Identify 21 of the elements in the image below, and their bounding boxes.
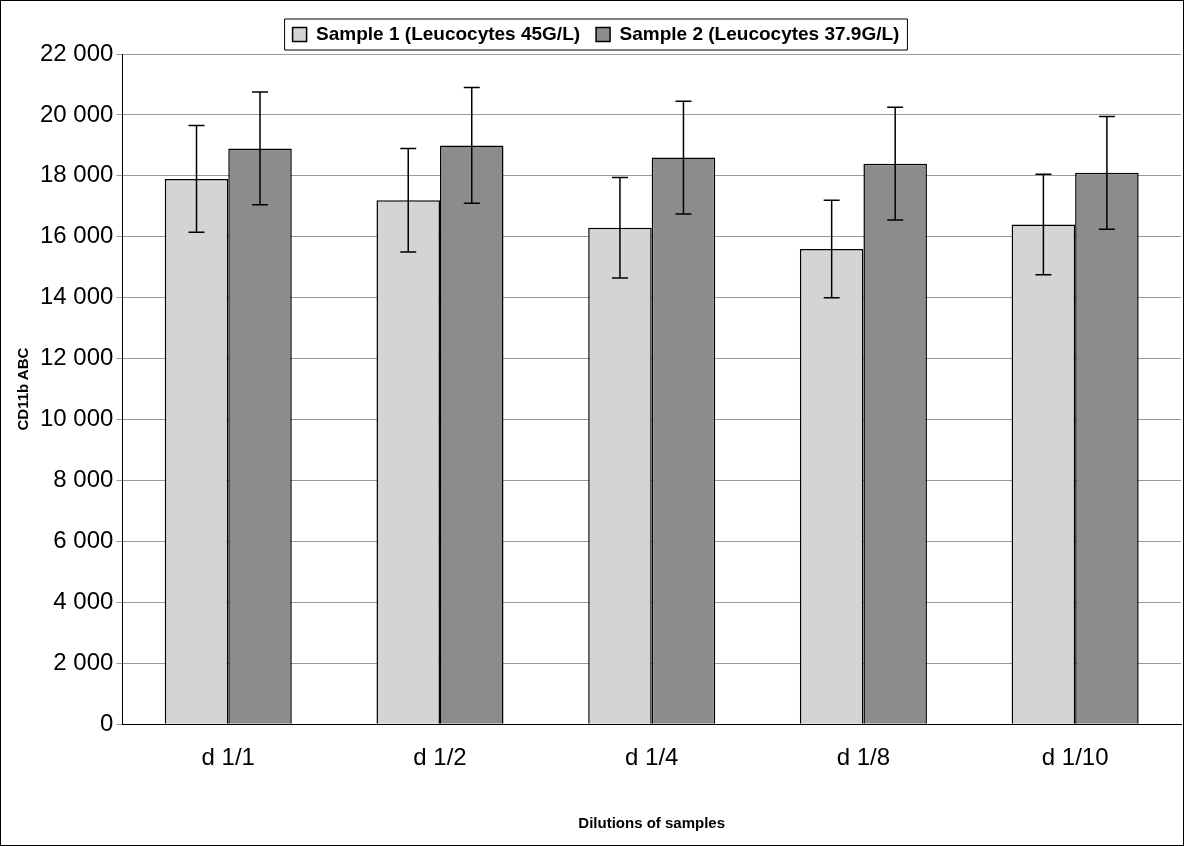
x-tick-label: d 1/8 (836, 743, 891, 771)
y-tick-label: 0 (100, 708, 114, 736)
legend-label: Sample 1 (Leucocytes 45G/L) (316, 22, 581, 44)
y-axis-title: CD11b ABC (14, 347, 32, 431)
y-tick-label: 12 000 (40, 343, 114, 371)
y-tick-label: 16 000 (40, 221, 114, 249)
x-tick-label: d 1/2 (413, 743, 467, 771)
x-tick-label: d 1/1 (201, 743, 255, 771)
y-tick-label: 20 000 (40, 99, 114, 127)
y-tick-label: 10 000 (40, 404, 114, 432)
x-tick-label: d 1/10 (1041, 743, 1109, 771)
y-tick-label: 6 000 (53, 526, 114, 554)
y-tick-label: 18 000 (40, 160, 114, 188)
x-axis-title: Dilutions of samples (578, 814, 726, 832)
y-tick-label: 4 000 (53, 586, 114, 614)
y-tick-label: 2 000 (53, 647, 114, 675)
legend-label: Sample 2 (Leucocytes 37.9G/L) (619, 22, 900, 44)
y-tick-label: 14 000 (40, 282, 114, 310)
y-tick-label: 8 000 (53, 465, 114, 493)
y-tick-label: 22 000 (40, 38, 114, 66)
x-tick-label: d 1/4 (625, 743, 679, 771)
